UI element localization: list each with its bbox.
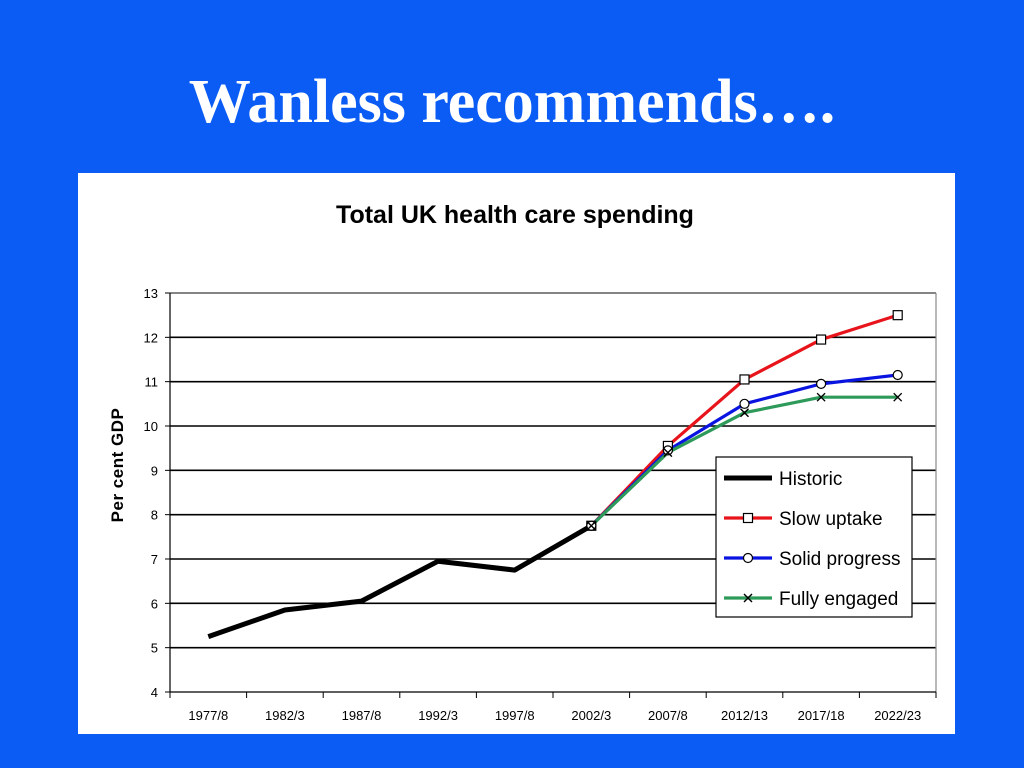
slide-title: Wanless recommends…. [188, 68, 836, 136]
y-tick-label: 13 [144, 286, 158, 301]
data-point [662, 445, 674, 456]
y-tick-label: 12 [144, 330, 158, 345]
data-point [892, 369, 903, 381]
legend: Historic Slow uptake Solid progress Fully e… [715, 456, 913, 618]
data-point [663, 448, 673, 458]
x-tick-label: 2022/23 [874, 708, 921, 723]
y-tick-label: 6 [151, 596, 158, 611]
legend-entry: Historic [724, 469, 842, 490]
legend-entry: Slow uptake [724, 509, 883, 530]
y-tick-label: 4 [151, 685, 158, 700]
legend-label: Solid progress [779, 549, 900, 570]
x-tick-label: 1997/8 [495, 708, 535, 723]
line-chart: Total UK health care spending Per cent G… [108, 201, 937, 723]
data-point [740, 408, 749, 418]
y-tick-label: 11 [145, 375, 159, 390]
data-point [816, 392, 826, 402]
chart-title: Total UK health care spending [336, 201, 694, 229]
y-axis-label: Per cent GDP [108, 408, 127, 523]
legend-box [715, 456, 913, 618]
data-point [739, 398, 750, 409]
axes: 4 5 6 7 8 9 10 11 12 13 1977/8 1982/3 1987/8 1992/3 19… [144, 286, 937, 723]
series-lines [207, 310, 903, 639]
x-tick-label: 1987/8 [342, 708, 382, 723]
y-tick-label: 7 [151, 552, 158, 567]
x-tick-label: 2017/18 [798, 708, 845, 723]
series-line-historic [207, 523, 593, 639]
gridlines [170, 292, 937, 692]
legend-entry: Fully engaged [724, 589, 898, 610]
y-tick-label: 9 [151, 463, 158, 478]
x-tick-label: 2012/13 [721, 708, 768, 723]
legend-marker [742, 552, 754, 564]
x-tick-label: 1992/3 [418, 708, 458, 723]
x-tick-label: 2007/8 [648, 708, 688, 723]
data-point [892, 310, 903, 321]
data-point [893, 392, 903, 402]
legend-label: Historic [779, 469, 842, 490]
y-tick-label: 10 [144, 419, 158, 434]
data-point [739, 374, 750, 385]
data-point [815, 378, 827, 389]
legend-marker [743, 593, 753, 603]
data-point [815, 334, 827, 345]
legend-entry: Solid progress [724, 549, 900, 570]
legend-label: Fully engaged [779, 589, 898, 610]
data-point [586, 521, 596, 531]
legend-marker [742, 512, 754, 524]
y-tick-label: 5 [151, 641, 158, 656]
x-tick-label: 1977/8 [188, 708, 228, 723]
y-tick-label: 8 [151, 508, 158, 523]
chart-panel: Total UK health care spending Per cent G… [78, 173, 955, 734]
x-tick-label: 2002/3 [571, 708, 611, 723]
x-tick-label: 1982/3 [265, 708, 305, 723]
legend-label: Slow uptake [779, 509, 883, 530]
